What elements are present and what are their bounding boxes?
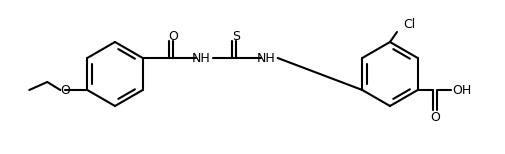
Text: NH: NH [191,51,210,65]
Text: O: O [60,83,70,97]
Text: OH: OH [452,83,471,97]
Text: O: O [429,111,439,124]
Text: NH: NH [256,51,275,65]
Text: Cl: Cl [402,18,415,30]
Text: S: S [231,30,239,43]
Text: O: O [168,30,177,43]
